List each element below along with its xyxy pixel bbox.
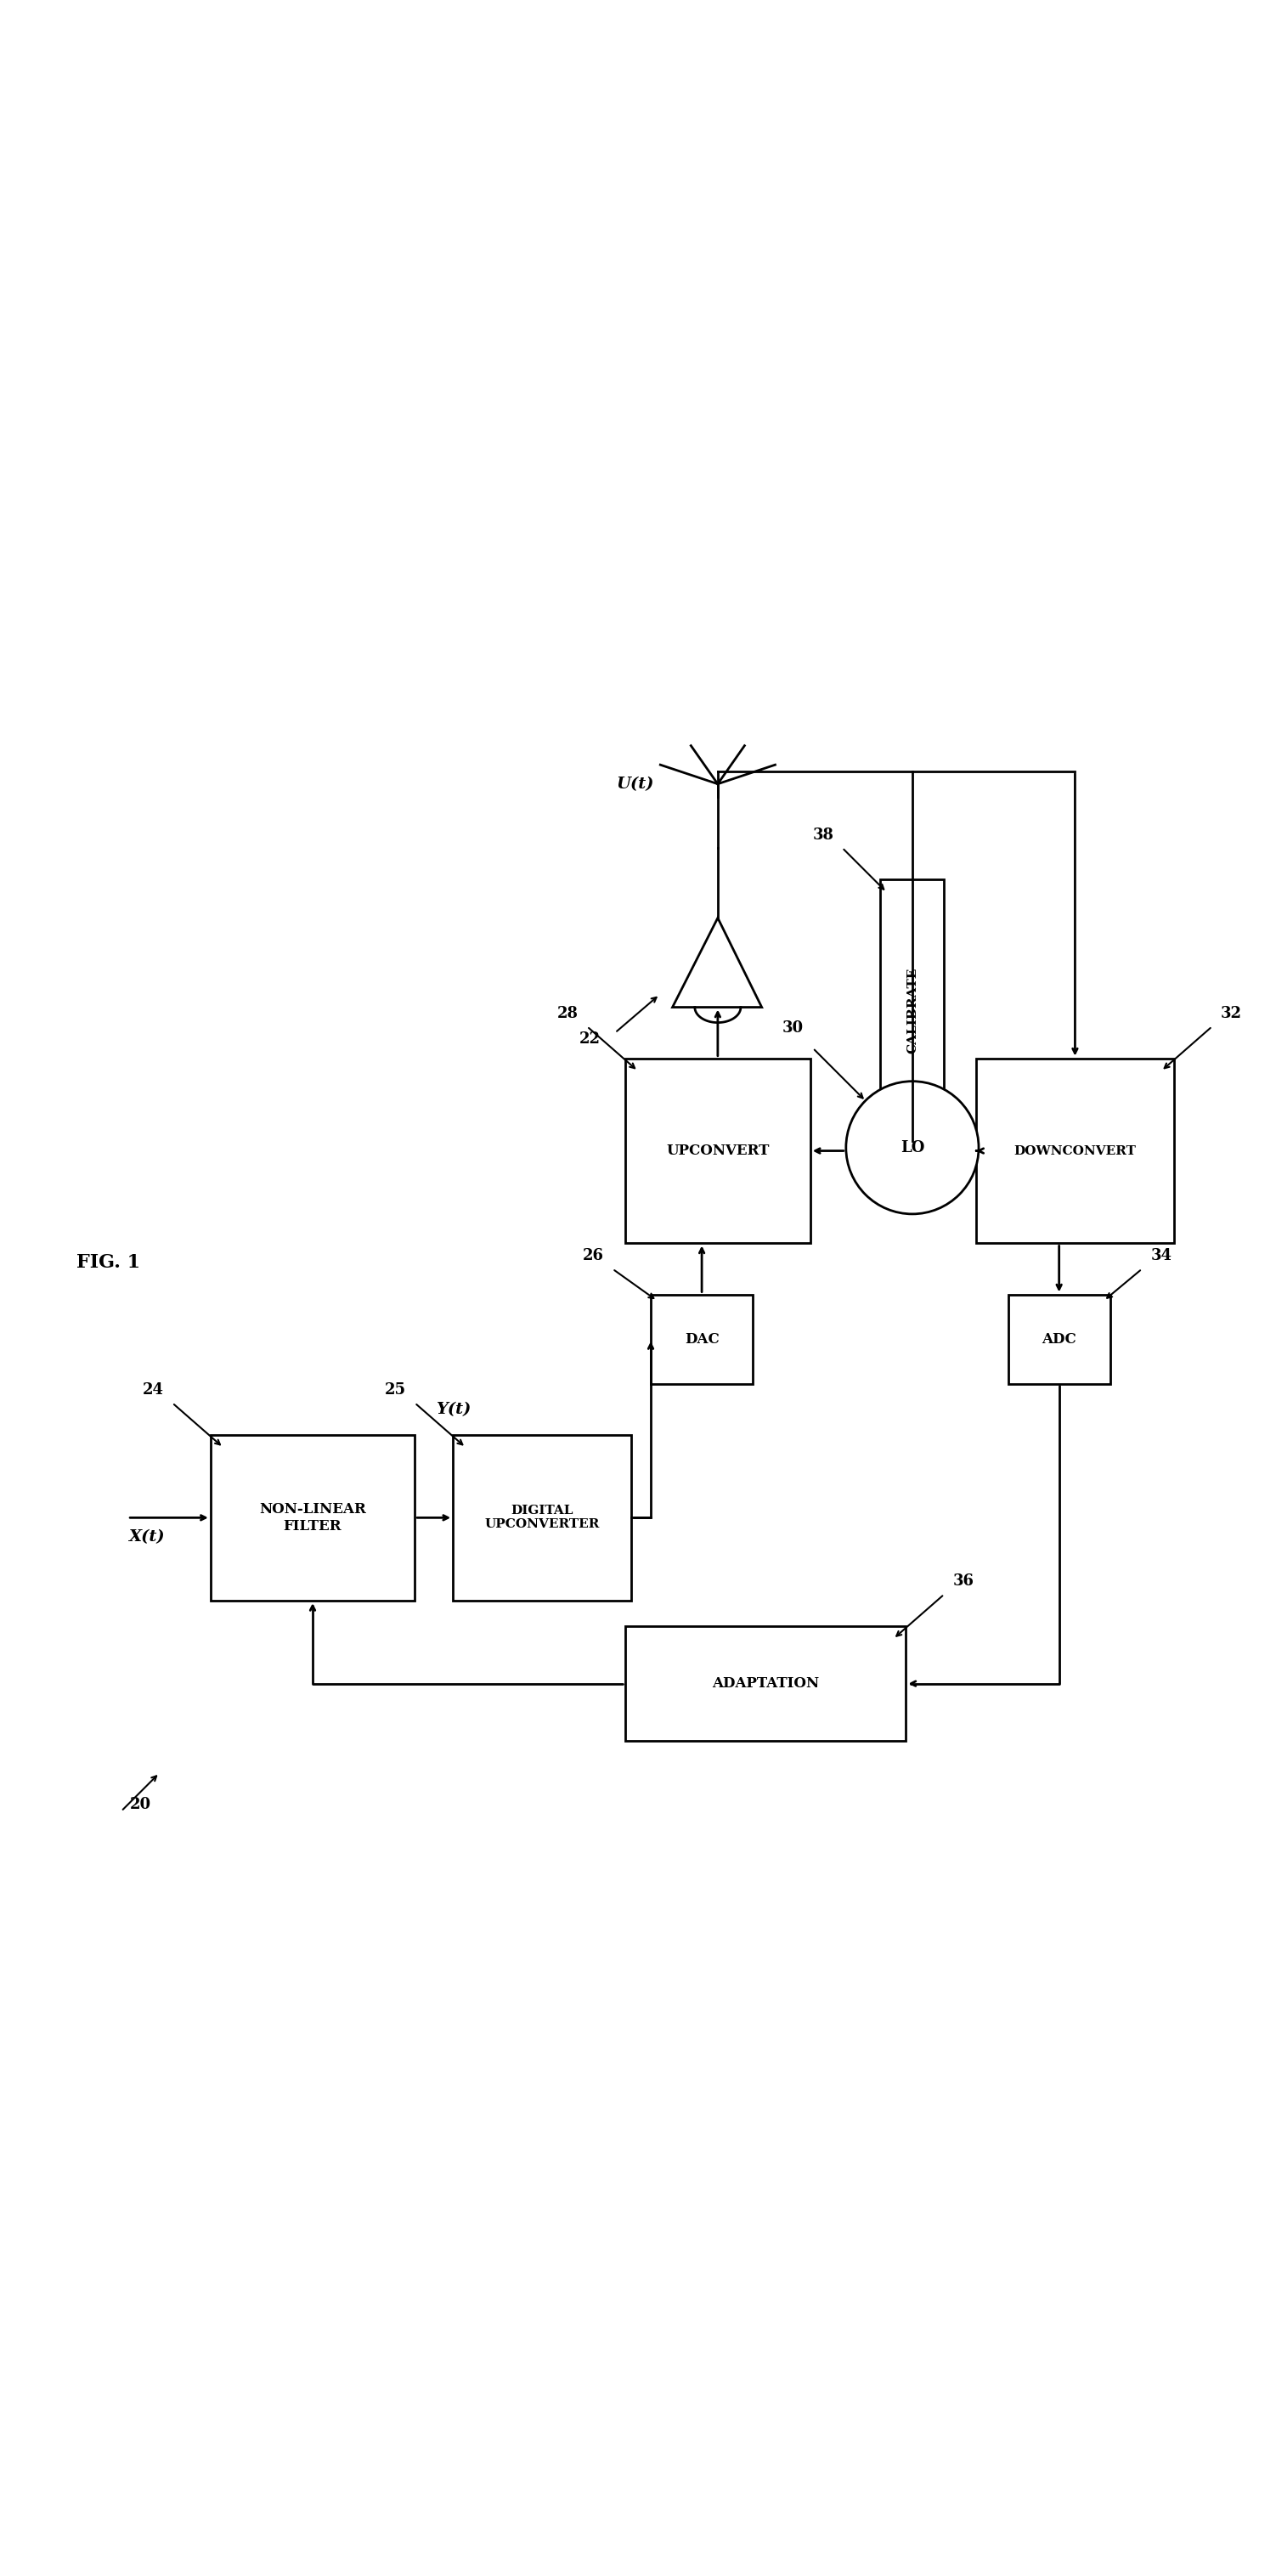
Text: 34: 34 — [1151, 1249, 1171, 1265]
Text: 24: 24 — [143, 1383, 163, 1399]
Text: U(t): U(t) — [616, 775, 653, 791]
Text: Y(t): Y(t) — [435, 1401, 471, 1417]
Text: UPCONVERT: UPCONVERT — [666, 1144, 769, 1159]
Polygon shape — [625, 1625, 906, 1741]
Polygon shape — [976, 1059, 1174, 1244]
Text: NON-LINEAR
FILTER: NON-LINEAR FILTER — [259, 1502, 366, 1533]
Text: 22: 22 — [579, 1030, 600, 1046]
Text: 36: 36 — [953, 1574, 974, 1589]
Text: DIGITAL
UPCONVERTER: DIGITAL UPCONVERTER — [485, 1504, 600, 1530]
Circle shape — [846, 1082, 979, 1213]
Text: 20: 20 — [130, 1798, 151, 1814]
Text: 30: 30 — [782, 1020, 804, 1036]
Text: X(t): X(t) — [129, 1530, 165, 1546]
Polygon shape — [651, 1293, 753, 1383]
Text: DAC: DAC — [684, 1332, 720, 1347]
Text: 26: 26 — [583, 1249, 604, 1265]
Polygon shape — [672, 917, 762, 1007]
Polygon shape — [453, 1435, 632, 1600]
Polygon shape — [880, 878, 944, 1141]
Text: ADC: ADC — [1041, 1332, 1077, 1347]
Polygon shape — [211, 1435, 415, 1600]
Text: FIG. 1: FIG. 1 — [77, 1252, 140, 1273]
Text: CALIBRATE: CALIBRATE — [906, 969, 919, 1054]
Polygon shape — [1008, 1293, 1110, 1383]
Polygon shape — [625, 1059, 810, 1244]
Text: 38: 38 — [813, 827, 833, 842]
Text: 28: 28 — [558, 1007, 578, 1020]
Text: DOWNCONVERT: DOWNCONVERT — [1014, 1144, 1136, 1157]
Text: 25: 25 — [385, 1383, 406, 1399]
Text: 32: 32 — [1221, 1007, 1242, 1020]
Text: LO: LO — [901, 1141, 924, 1154]
Text: ADAPTATION: ADAPTATION — [712, 1677, 819, 1690]
